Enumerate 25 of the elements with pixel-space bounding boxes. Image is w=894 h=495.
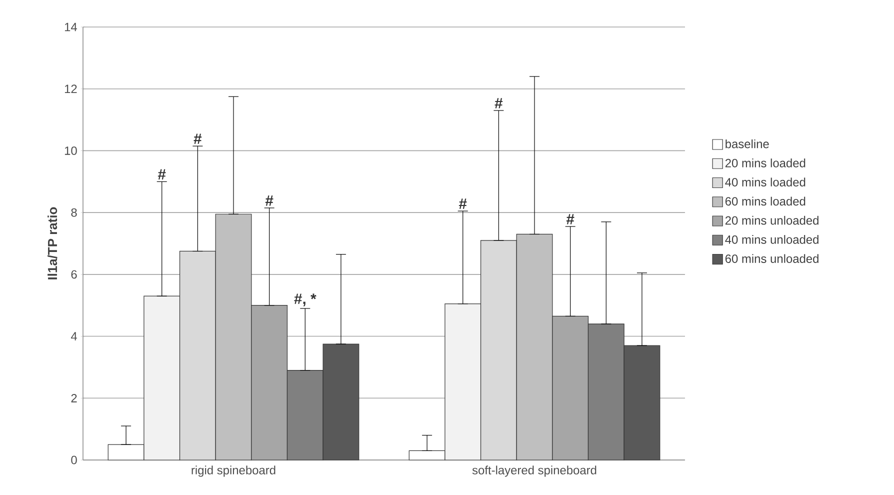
annotation: # xyxy=(265,196,274,206)
y-tick-label: 12 xyxy=(64,84,77,94)
y-tick-label: 8 xyxy=(71,208,77,217)
annotation: # xyxy=(158,169,166,180)
legend-label: 20 mins loaded xyxy=(725,158,806,168)
x-tick-label: rigid spineboard xyxy=(192,466,276,477)
annotation: # xyxy=(194,134,202,144)
legend-label: 20 mins unloaded xyxy=(725,216,818,225)
legend-label: 60 mins loaded xyxy=(725,196,806,206)
x-tick-label: soft-layered spineboard xyxy=(472,466,596,477)
legend-label: 40 mins unloaded xyxy=(725,235,818,244)
annotation: # xyxy=(458,198,467,209)
legend-label: 40 mins loaded xyxy=(725,178,806,186)
annotation: # xyxy=(494,98,503,108)
legend-label: 60 mins unloaded xyxy=(725,254,818,263)
y-axis-title: Il1a/TP ratio xyxy=(48,207,58,280)
y-tick-label: 6 xyxy=(71,270,77,279)
annotation: #, * xyxy=(294,294,316,306)
annotation: # xyxy=(566,214,574,224)
y-tick-label: 0 xyxy=(71,456,77,464)
y-tick-label: 10 xyxy=(64,146,77,155)
legend-label: baseline xyxy=(726,139,769,148)
y-tick-label: 4 xyxy=(70,332,77,340)
y-tick-label: 14 xyxy=(64,22,77,32)
y-tick-label: 2 xyxy=(71,394,77,402)
